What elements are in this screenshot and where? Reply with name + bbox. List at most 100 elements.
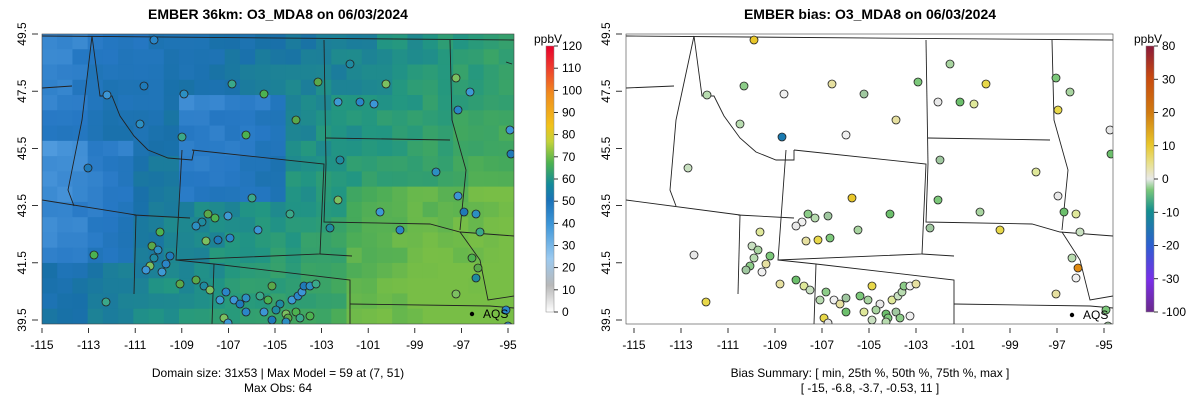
colorbar-tick-label: 30 xyxy=(1162,72,1176,86)
grid-cell xyxy=(300,262,317,279)
grid-cell xyxy=(316,278,332,295)
colorbar-tick-label: 40 xyxy=(562,216,576,230)
bias-site-point xyxy=(867,281,877,291)
grid-cell xyxy=(392,262,409,279)
grid-cell xyxy=(133,140,150,157)
grid-cell xyxy=(437,156,454,172)
grid-cell xyxy=(422,95,439,111)
grid-cell xyxy=(483,49,500,66)
grid-cell xyxy=(361,247,378,264)
left-colorbar-ticks: 0 10 20 30 40 50 60 70 80 90 100 110 120 xyxy=(554,39,582,319)
grid-cell xyxy=(72,79,89,96)
grid-cell xyxy=(453,156,469,172)
grid-cell xyxy=(224,125,241,142)
grid-cell xyxy=(102,217,119,234)
grid-cell xyxy=(453,217,469,234)
grid-cell xyxy=(498,95,514,111)
model-site-point xyxy=(453,105,463,115)
model-site-point xyxy=(271,305,281,315)
grid-cell xyxy=(72,308,89,324)
bias-site-point xyxy=(739,81,749,91)
grid-cell xyxy=(407,125,424,142)
grid-cell xyxy=(437,247,454,264)
grid-cell xyxy=(42,217,58,234)
grid-cell xyxy=(255,64,271,81)
grid-cell xyxy=(437,171,454,188)
grid-cell xyxy=(148,125,165,142)
model-site-point xyxy=(467,253,477,263)
bias-site-point xyxy=(955,97,965,107)
grid-cell xyxy=(376,49,393,66)
grid-cell xyxy=(468,140,485,157)
grid-cell xyxy=(453,262,469,279)
grid-cell xyxy=(209,140,226,157)
grid-cell xyxy=(209,95,226,111)
grid-cell xyxy=(194,140,211,157)
bias-site-point xyxy=(753,245,763,255)
x-tick-label: -111 xyxy=(717,338,740,352)
bias-site-point xyxy=(1071,273,1081,283)
grid-cell xyxy=(148,186,165,203)
grid-cell xyxy=(361,293,378,310)
model-site-point xyxy=(281,317,291,324)
grid-cell xyxy=(331,110,348,127)
x-tick-label: -113 xyxy=(669,338,692,352)
colorbar-tick-label: 20 xyxy=(1162,106,1176,120)
grid-cell xyxy=(331,293,348,310)
grid-cell xyxy=(163,140,180,157)
grid-cell xyxy=(72,247,89,264)
grid-cell xyxy=(270,232,287,249)
grid-cell xyxy=(285,217,302,234)
grid-cell xyxy=(57,262,74,279)
grid-cell xyxy=(285,262,302,279)
bias-site-point xyxy=(779,89,789,99)
model-site-point xyxy=(199,281,209,291)
model-site-point xyxy=(375,207,385,217)
grid-cell xyxy=(468,278,485,295)
bias-site-point xyxy=(969,99,979,109)
grid-cell xyxy=(300,79,317,96)
grid-cell xyxy=(72,140,89,157)
grid-cell xyxy=(316,293,332,310)
model-site-point xyxy=(369,99,379,109)
grid-cell xyxy=(437,110,454,127)
grid-cell xyxy=(407,49,424,66)
grid-cell xyxy=(118,201,134,218)
model-site-point xyxy=(381,79,391,89)
grid-cell xyxy=(422,308,439,324)
grid-cell xyxy=(376,34,393,50)
grid-cell xyxy=(57,293,74,310)
grid-cell xyxy=(118,125,134,142)
grid-cell xyxy=(316,171,332,188)
grid-cell xyxy=(376,247,393,264)
grid-cell xyxy=(346,156,363,172)
model-site-point xyxy=(333,195,343,205)
grid-cell xyxy=(42,247,58,264)
grid-cell xyxy=(422,293,439,310)
grid-cell xyxy=(483,95,500,111)
grid-cell xyxy=(453,308,469,324)
grid-cell xyxy=(255,34,271,50)
model-site-point xyxy=(223,211,233,221)
model-site-point xyxy=(263,295,273,305)
grid-cell xyxy=(331,125,348,142)
grid-cell xyxy=(361,140,378,157)
grid-cell xyxy=(483,171,500,188)
x-tick-label: -115 xyxy=(622,338,645,352)
x-tick-label: -99 xyxy=(406,338,424,352)
grid-cell xyxy=(316,308,332,324)
grid-cell xyxy=(346,278,363,295)
bias-site-point xyxy=(1051,289,1061,299)
grid-cell xyxy=(133,308,150,324)
grid-cell xyxy=(422,34,439,50)
grid-cell xyxy=(376,217,393,234)
grid-cell xyxy=(346,140,363,157)
grid-cell xyxy=(361,201,378,218)
model-site-point xyxy=(235,299,245,309)
grid-cell xyxy=(361,186,378,203)
y-tick-label: 49.5 xyxy=(15,22,29,46)
grid-cell xyxy=(483,201,500,218)
grid-cell xyxy=(331,201,348,218)
grid-cell xyxy=(163,125,180,142)
